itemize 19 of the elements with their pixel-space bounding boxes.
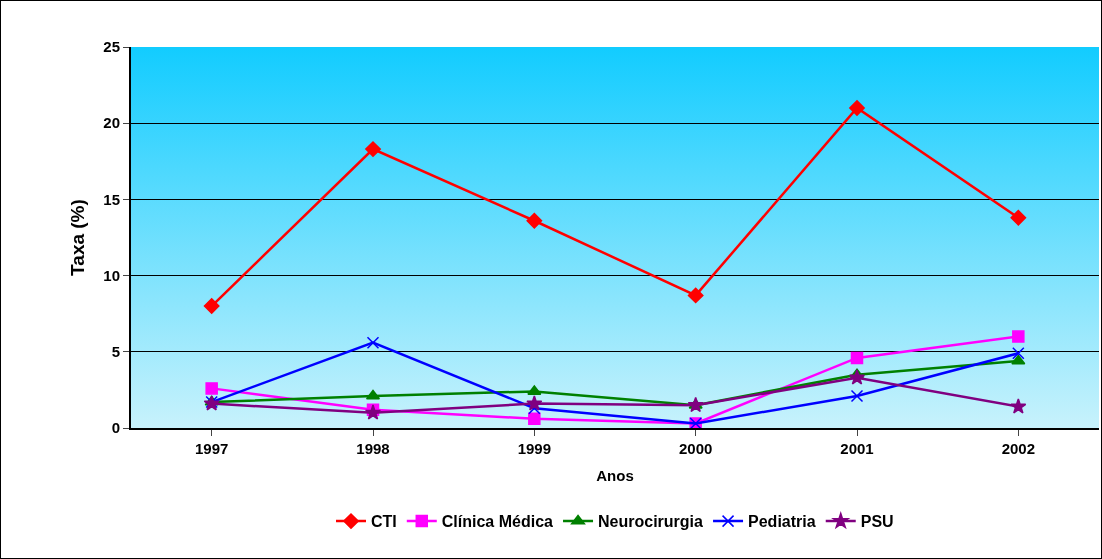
legend-label: Clínica Médica [441,513,554,531]
y-tick-label: 10 [103,266,120,284]
x-tick-label: 2002 [1001,440,1036,457]
y-tick-label: 25 [103,38,120,56]
legend-label: Neurocirurgia [598,513,704,531]
x-tick-label: 1998 [356,440,390,457]
legend-label: PSU [860,513,894,531]
legend-label: CTI [371,513,397,531]
legend-label: Pediatria [748,513,816,531]
x-tick-label: 1997 [194,440,229,457]
y-tick-label: 5 [111,343,120,361]
y-axis-title: Taxa (%) [66,199,88,276]
y-tick-label: 20 [103,114,120,132]
x-axis-title: Anos [596,466,634,484]
x-tick-label: 2001 [840,440,874,457]
x-tick-label: 2000 [678,440,713,457]
x-tick-label: 1999 [517,440,552,457]
y-tick-label: 15 [103,190,120,208]
y-tick-label: 0 [111,419,120,437]
